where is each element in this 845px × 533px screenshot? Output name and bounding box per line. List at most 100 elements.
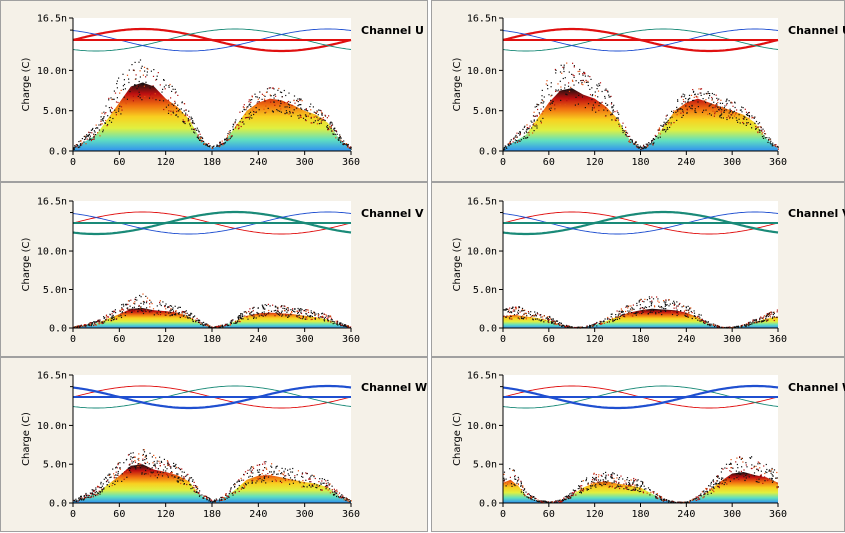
x-tick-label: 60: [113, 157, 125, 168]
x-tick-label: 120: [157, 509, 175, 520]
x-tick-label: 120: [157, 157, 175, 168]
x-tick-label: 300: [723, 509, 741, 520]
chart-v-left: 16.5n 10.0n 5.0n 0.00 60 120 180 240 300 360 Charg…: [21, 197, 424, 346]
x-tick-label: 180: [631, 334, 649, 345]
channel-label: Channel W: [788, 381, 845, 394]
pd-scatter-points: [503, 62, 779, 151]
panel-u-left: 16.5n 10.0n 5.0n 0.0 0 60 120 180 240 300 360 Charg…: [0, 0, 428, 182]
x-tick-label: 60: [543, 334, 555, 345]
pd-density-cloud: [503, 88, 778, 151]
panel-v-left: 16.5n 10.0n 5.0n 0.0 0 60 120 180 240 300 360 Charg…: [0, 182, 428, 357]
x-tick-label: 240: [249, 157, 267, 168]
y-tick-label: 0.0: [49, 499, 67, 510]
x-tick-label: 300: [723, 157, 741, 168]
y-tick-label: 16.5n: [37, 14, 67, 25]
channel-label: Channel W: [361, 381, 427, 394]
pd-scatter-points: [73, 293, 352, 329]
x-tick-label: 300: [723, 334, 741, 345]
x-tick-label: 0: [70, 509, 76, 520]
x-tick-label: 360: [342, 334, 360, 345]
x-tick-label: 0: [70, 334, 76, 345]
y-tick-label: 5.0n: [43, 106, 67, 117]
y-tick-label: 5.0n: [43, 460, 67, 471]
y-tick-label: 10.0n: [37, 66, 67, 77]
chart-v-right: 16.5n 10.0n 5.0n 0.00 60 120 180 240 300 360 Charg…: [452, 197, 845, 346]
x-tick-label: 300: [296, 334, 314, 345]
y-axis-label: Charge (C): [21, 412, 32, 466]
x-tick-label: 240: [249, 334, 267, 345]
y-tick-label: 5.0n: [43, 285, 67, 296]
chart-u-right: 16.5n 10.0n 5.0n 0.00 60 120 180 240 300 360 Charg…: [452, 14, 845, 169]
y-tick-label: 5.0n: [473, 460, 497, 471]
x-tick-label: 180: [631, 509, 649, 520]
channel-label: Channel V: [361, 207, 424, 220]
pd-scatter-points: [503, 296, 778, 329]
y-tick-label: 0.0: [49, 147, 67, 158]
y-tick-label: 16.5n: [37, 197, 67, 208]
panel-u-right: 16.5n 10.0n 5.0n 0.0 0 60 120 180 240 300 360 Charg…: [431, 0, 845, 182]
x-tick-label: 120: [586, 334, 604, 345]
pd-scatter-points: [503, 456, 779, 504]
x-tick-label: 180: [203, 157, 221, 168]
x-tick-label: 120: [586, 157, 604, 168]
chart-w-right: 16.5n 10.0n 5.0n 0.00 60 120 180 240 300 360 Charg…: [452, 371, 845, 521]
x-tick-label: 240: [677, 334, 695, 345]
x-tick-label: 60: [113, 334, 125, 345]
x-tick-label: 60: [543, 509, 555, 520]
y-tick-label: 5.0n: [473, 285, 497, 296]
panel-w-left: 16.5n 10.0n 5.0n 0.0 0 60 120 180 240 300 360 Charg…: [0, 357, 428, 532]
x-tick-label: 360: [769, 157, 787, 168]
x-tick-label: 0: [500, 334, 506, 345]
x-tick-label: 360: [769, 334, 787, 345]
channel-label: Channel U: [788, 24, 845, 37]
y-tick-label: 16.5n: [467, 14, 497, 25]
y-axis-label: Charge (C): [452, 57, 463, 111]
y-tick-label: 10.0n: [467, 421, 497, 432]
x-tick-label: 240: [677, 509, 695, 520]
x-tick-label: 120: [157, 334, 175, 345]
x-tick-label: 360: [342, 157, 360, 168]
x-tick-label: 240: [249, 509, 267, 520]
y-axis-label: Charge (C): [452, 412, 463, 466]
x-tick-label: 360: [769, 509, 787, 520]
y-tick-label: 10.0n: [467, 66, 497, 77]
x-tick-label: 0: [500, 157, 506, 168]
x-tick-label: 60: [113, 509, 125, 520]
x-tick-label: 360: [342, 509, 360, 520]
y-axis-label: Charge (C): [21, 237, 32, 291]
y-tick-label: 0.0: [479, 324, 497, 335]
y-tick-label: 10.0n: [37, 421, 67, 432]
y-tick-label: 10.0n: [467, 247, 497, 258]
y-tick-label: 16.5n: [467, 197, 497, 208]
x-tick-label: 180: [203, 334, 221, 345]
channel-label: Channel V: [788, 207, 845, 220]
y-tick-label: 0.0: [479, 147, 497, 158]
x-tick-label: 0: [70, 157, 76, 168]
y-tick-label: 0.0: [479, 499, 497, 510]
y-tick-label: 0.0: [49, 324, 67, 335]
x-tick-label: 300: [296, 157, 314, 168]
x-tick-label: 180: [203, 509, 221, 520]
x-tick-label: 120: [586, 509, 604, 520]
y-axis-label: Charge (C): [452, 237, 463, 291]
y-axis-label: Charge (C): [21, 57, 32, 111]
plot-area: [73, 201, 351, 328]
x-tick-label: 240: [677, 157, 695, 168]
pd-scatter-points: [73, 59, 352, 150]
pd-density-cloud: [503, 308, 778, 328]
pd-scatter-points: [73, 449, 352, 503]
x-tick-label: 300: [296, 509, 314, 520]
panel-v-right: 16.5n 10.0n 5.0n 0.0 0 60 120 180 240 300 360 Charg…: [431, 182, 845, 357]
x-tick-label: 0: [500, 509, 506, 520]
pd-density-cloud: [73, 308, 351, 328]
y-tick-label: 16.5n: [37, 371, 67, 382]
channel-label: Channel U: [361, 24, 424, 37]
chart-u-left: 16.5n 10.0n 5.0n 0.00 60 120 180 240 300 360 Charg…: [21, 14, 424, 169]
panel-w-right: 16.5n 10.0n 5.0n 0.0 0 60 120 180 240 300 360 Charg…: [431, 357, 845, 532]
y-tick-label: 16.5n: [467, 371, 497, 382]
chart-w-left: 16.5n 10.0n 5.0n 0.00 60 120 180 240 300 360 Charg…: [21, 371, 427, 521]
y-tick-label: 5.0n: [473, 106, 497, 117]
x-tick-label: 60: [543, 157, 555, 168]
x-tick-label: 180: [631, 157, 649, 168]
y-tick-label: 10.0n: [37, 247, 67, 258]
